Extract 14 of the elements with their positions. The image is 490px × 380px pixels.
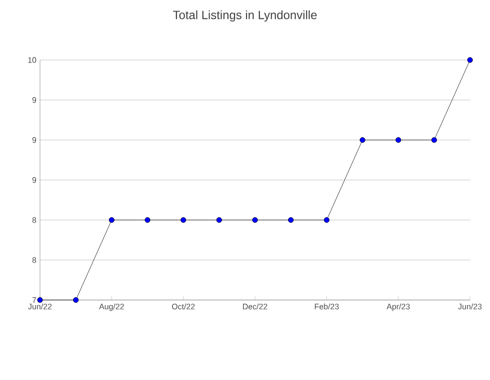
point — [216, 217, 222, 223]
point — [467, 57, 473, 63]
point — [73, 297, 79, 303]
point — [108, 217, 114, 223]
point — [360, 137, 366, 143]
point — [144, 217, 150, 223]
point — [180, 217, 186, 223]
point — [288, 217, 294, 223]
point — [396, 137, 402, 143]
point — [324, 217, 330, 223]
point — [37, 297, 43, 303]
point — [252, 217, 258, 223]
point — [431, 137, 437, 143]
chart-title: Total Listings in Lyndonville — [173, 10, 317, 22]
